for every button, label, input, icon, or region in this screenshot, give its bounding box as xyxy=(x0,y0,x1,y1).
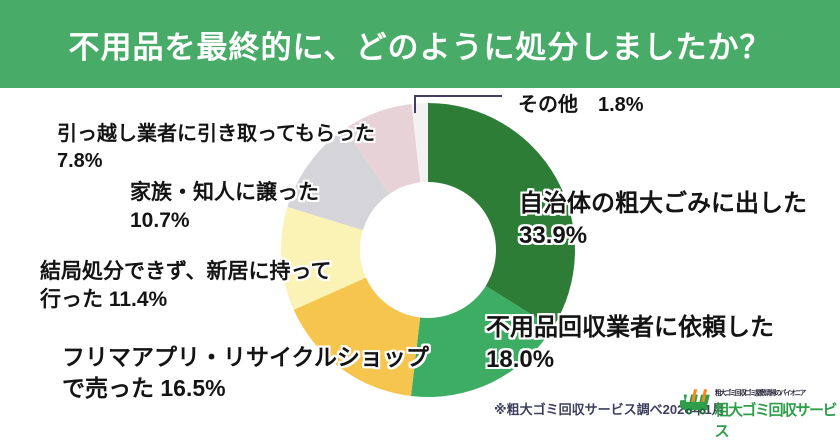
label-moving-company-text: 引っ越し業者に引き取ってもらった xyxy=(57,123,375,145)
label-other: その他 1.8% xyxy=(518,92,644,119)
label-municipal-value: 33.9% xyxy=(519,222,588,250)
label-flea-market-text: フリマアプリ・リサイクルショップ xyxy=(62,344,429,370)
label-other-text: その他 1.8% xyxy=(518,94,644,116)
pie-slice-6 xyxy=(411,103,428,183)
pie-slice-0 xyxy=(428,103,575,328)
brand-logo: 粗大ゴミ回収/ゴミ屋敷清掃のパイオニア 粗大ゴミ回収サービス xyxy=(680,385,840,441)
page-title: 不用品を最終的に、どのように処分しましたか？ xyxy=(68,29,772,65)
label-family-friends-value: 10.7% xyxy=(130,209,190,233)
pie-slice-3 xyxy=(281,207,366,310)
label-collection-service-text: 不用品回収業者に依頼した xyxy=(486,314,774,341)
label-collection-service-value: 18.0% xyxy=(486,346,555,374)
donut-chart-svg xyxy=(281,95,575,397)
label-kept-items-text: 結局処分できず、新居に持って xyxy=(40,260,332,283)
logo-tagline: 粗大ゴミ回収/ゴミ屋敷清掃のパイオニア xyxy=(714,390,806,397)
label-collection-service: 不用品回収業者に依頼した 18.0% xyxy=(486,312,774,376)
label-moving-company: 引っ越し業者に引き取ってもらった 7.8% xyxy=(57,121,375,175)
label-flea-market-value: で売った 16.5% xyxy=(62,374,226,401)
label-family-friends-text: 家族・知人に譲った xyxy=(130,181,319,204)
callout-line-other xyxy=(414,95,502,113)
donut-slices xyxy=(281,103,575,397)
label-municipal-text: 自治体の粗大ごみに出した xyxy=(519,190,807,217)
label-moving-company-value: 7.8% xyxy=(57,149,103,172)
survey-footnote: ※粗大ゴミ回収サービス調べ2026年1月 xyxy=(494,402,725,417)
pie-slice-2 xyxy=(293,277,421,397)
label-flea-market: フリマアプリ・リサイクルショップ で売った 16.5% xyxy=(62,342,429,404)
label-family-friends: 家族・知人に譲った 10.7% xyxy=(130,179,319,235)
label-kept-items: 結局処分できず、新居に持って 行った 11.4% xyxy=(40,258,331,314)
header-banner: 不用品を最終的に、どのように処分しましたか？ xyxy=(0,0,840,88)
pie-slice-4 xyxy=(287,128,390,231)
pie-slice-5 xyxy=(344,103,421,194)
pie-slice-1 xyxy=(410,285,553,397)
logo-name: 粗大ゴミ回収サービス xyxy=(714,402,838,440)
truck-icon xyxy=(680,389,710,415)
label-municipal: 自治体の粗大ごみに出した 33.9% xyxy=(519,188,807,252)
label-kept-items-value: 行った 11.4% xyxy=(40,288,168,312)
